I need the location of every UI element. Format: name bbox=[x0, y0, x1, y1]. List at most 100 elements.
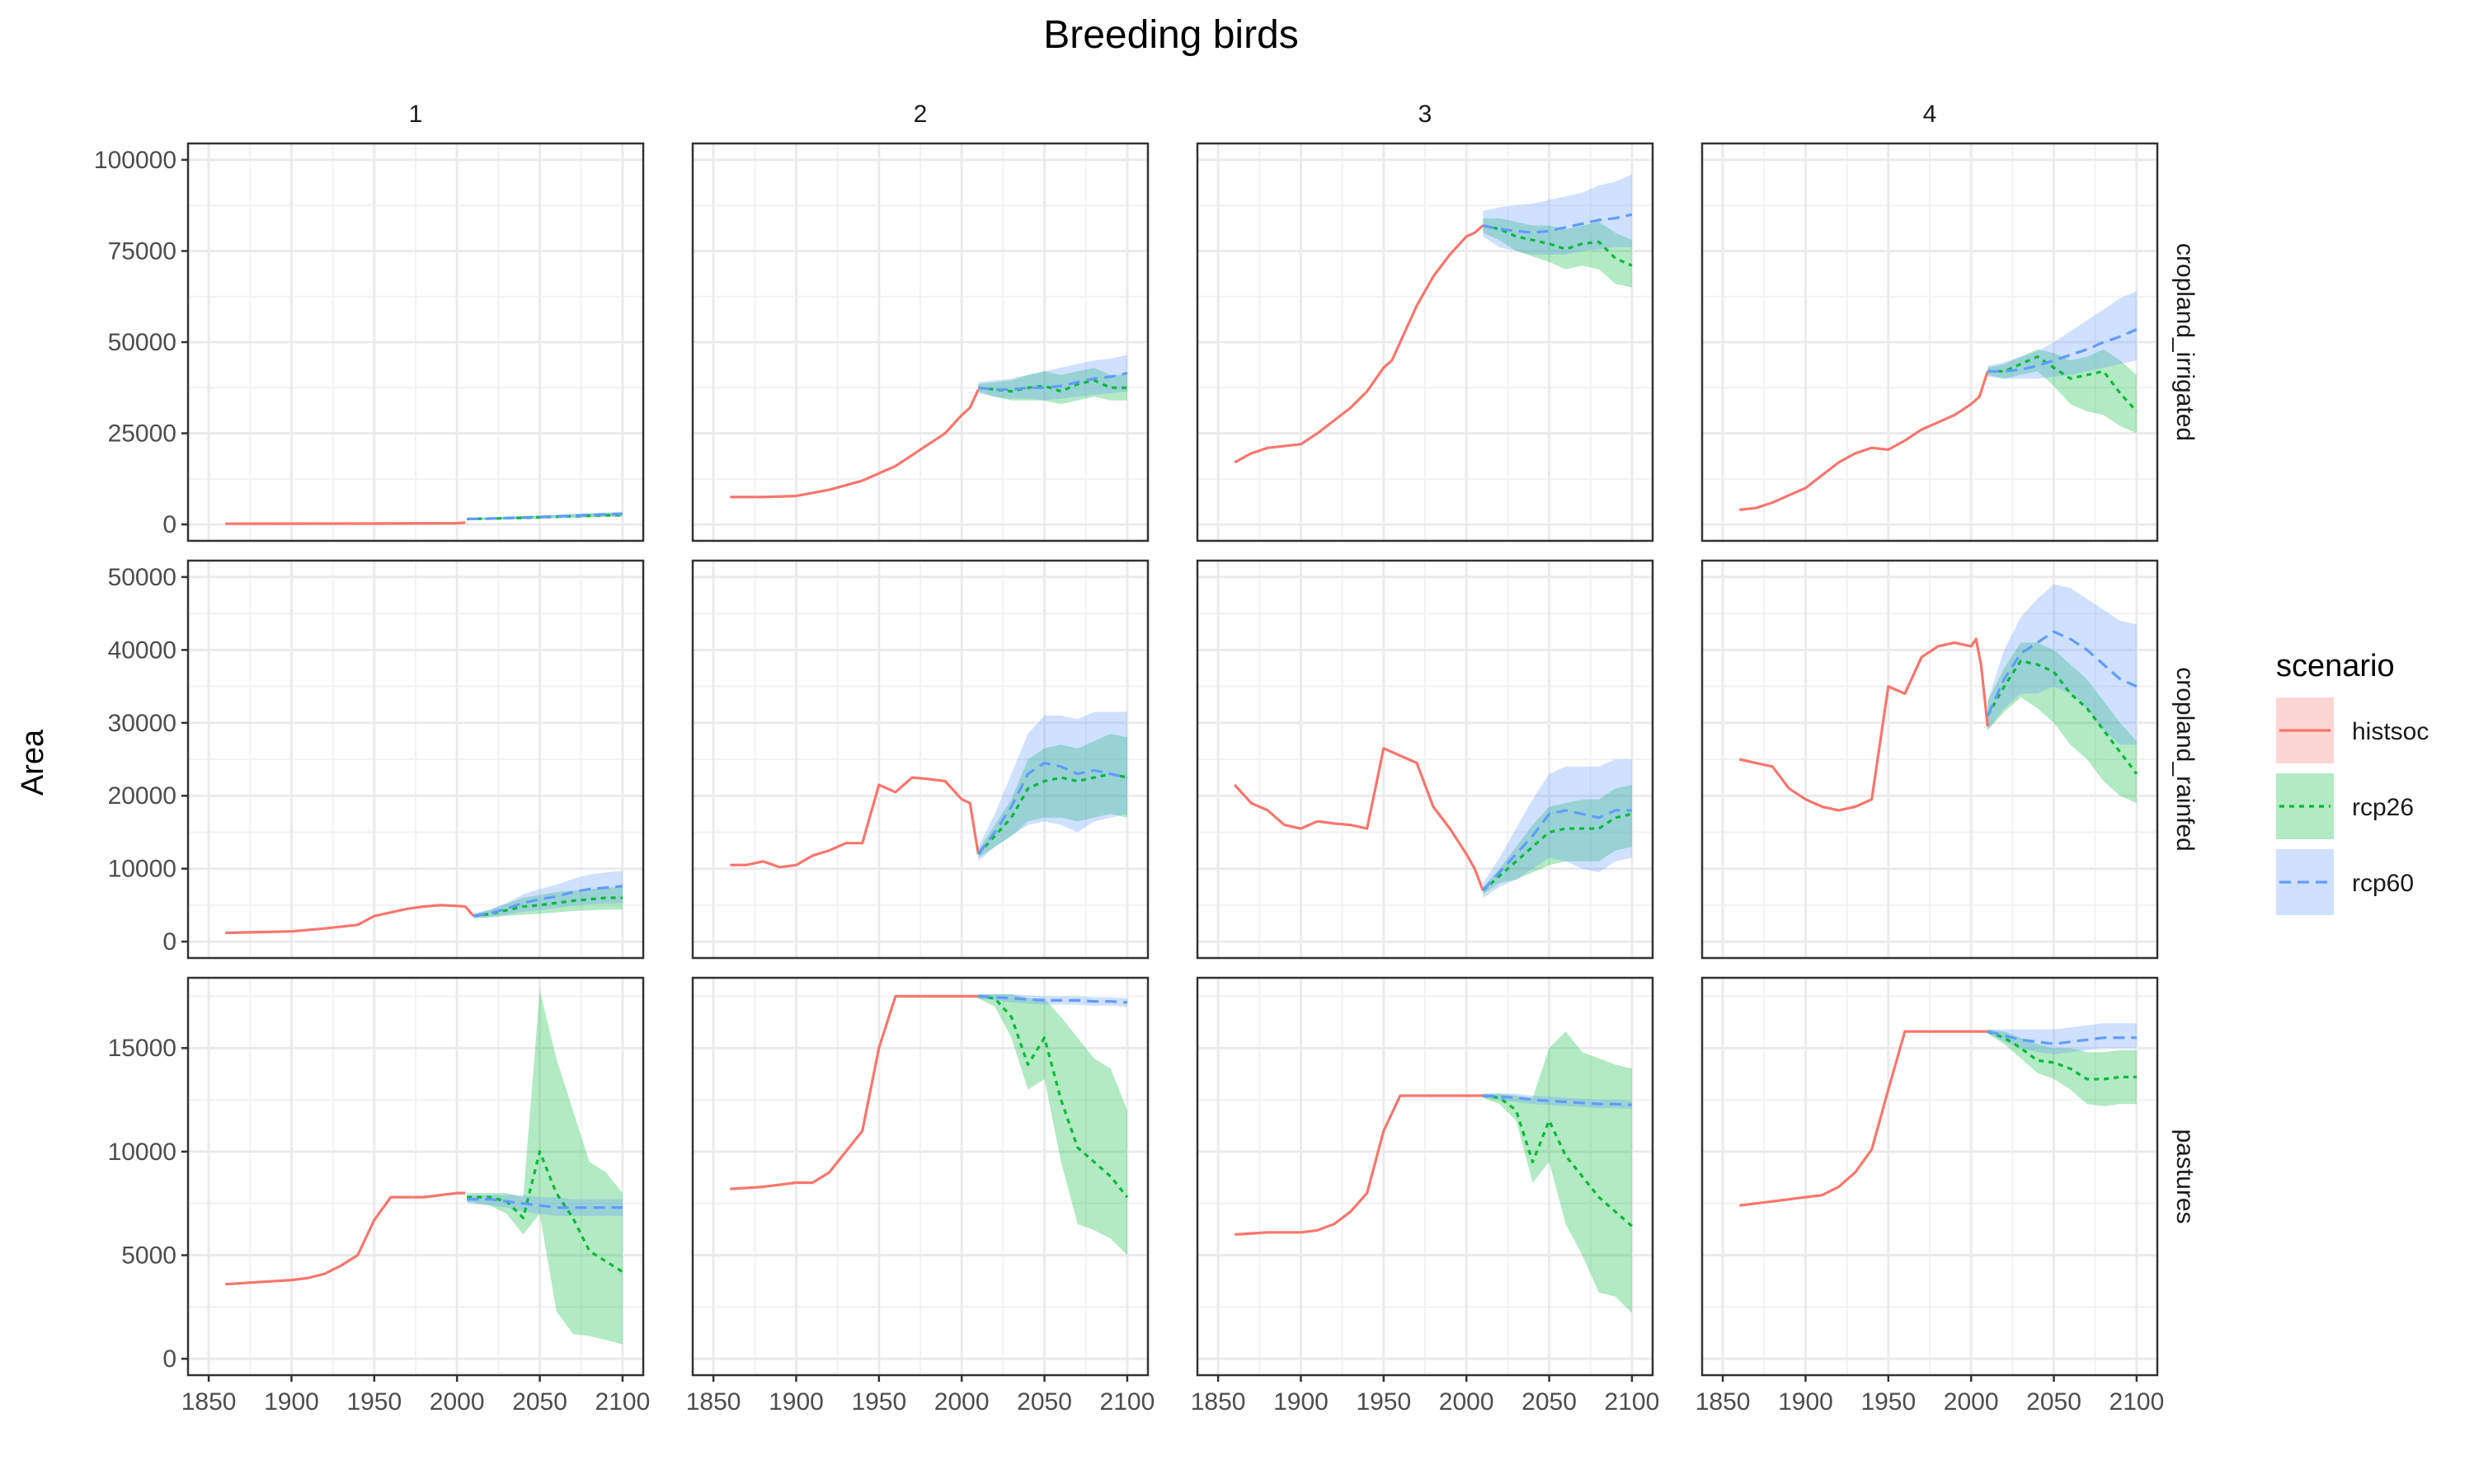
x-tick-label: 2050 bbox=[1522, 1388, 1577, 1416]
rcp26-ribbon bbox=[1987, 1029, 2137, 1106]
rcp26-line bbox=[1986, 660, 2138, 775]
rcp26-line bbox=[1483, 1094, 1633, 1228]
y-tick-label: 25000 bbox=[108, 420, 176, 448]
panel-cropland_rainfed-2 bbox=[691, 559, 1150, 960]
facet-panels: 0250005000075000100000010000200003000040… bbox=[94, 101, 2199, 1416]
x-tick-label: 1900 bbox=[264, 1388, 319, 1416]
y-tick-label: 5000 bbox=[121, 1242, 176, 1269]
panel-pastures-3: 1850 1900 1950 2000 2050 2100 bbox=[1191, 976, 1660, 1416]
rcp26-ribbon bbox=[1987, 349, 2137, 434]
rcp26-line bbox=[1987, 1030, 2137, 1081]
histsoc-line bbox=[1738, 637, 1989, 812]
histsoc-line bbox=[730, 388, 980, 499]
panel-border bbox=[691, 976, 1150, 1377]
rcp60-line bbox=[1986, 630, 2138, 716]
y-tick-label: 20000 bbox=[108, 782, 176, 810]
x-tick-label: 2050 bbox=[512, 1388, 567, 1416]
facet-column-label: 1 bbox=[409, 101, 423, 128]
x-tick-label: 1900 bbox=[1273, 1388, 1329, 1416]
panel-pastures-4: 1850 1900 1950 2000 2050 2100 bbox=[1696, 976, 2165, 1416]
rcp60-line bbox=[1482, 809, 1632, 892]
x-tick-label: 1950 bbox=[1356, 1388, 1411, 1416]
rcp60-line bbox=[1482, 213, 1633, 234]
histsoc-line bbox=[1739, 1030, 1988, 1207]
y-tick-label: 100000 bbox=[94, 147, 176, 174]
rcp60-ribbon bbox=[1987, 291, 2137, 379]
rcp60-line bbox=[1483, 1094, 1632, 1106]
panel-cropland_rainfed-4 bbox=[1700, 559, 2159, 960]
x-tick-label: 2000 bbox=[934, 1388, 990, 1416]
legend-swatch bbox=[2276, 773, 2334, 839]
legend-key-rcp60: rcp60 bbox=[2276, 849, 2414, 915]
rcp60-line bbox=[1987, 328, 2138, 373]
panel-border bbox=[1196, 559, 1654, 960]
rcp60-ribbon bbox=[1483, 174, 1632, 255]
panel-border bbox=[186, 559, 645, 960]
panel-cropland_irrigated-4 bbox=[1700, 142, 2159, 542]
x-tick-label: 1950 bbox=[1860, 1388, 1916, 1416]
legend-label: rcp26 bbox=[2352, 794, 2414, 821]
x-tick-label: 1850 bbox=[1696, 1388, 1751, 1416]
facet-column-label: 4 bbox=[1923, 101, 1937, 128]
rcp60-line bbox=[467, 512, 623, 521]
histsoc-line bbox=[1234, 747, 1484, 891]
rcp60-line bbox=[1987, 1030, 2137, 1045]
rcp26-ribbon bbox=[978, 734, 1127, 858]
x-tick-label: 1950 bbox=[851, 1388, 906, 1416]
x-tick-label: 1900 bbox=[1778, 1388, 1833, 1416]
facet-row-label: cropland_rainfed bbox=[2171, 667, 2199, 852]
y-tick-label: 30000 bbox=[108, 710, 176, 737]
y-tick-label: 10000 bbox=[108, 856, 176, 883]
histsoc-line bbox=[225, 1191, 466, 1286]
x-tick-label: 2000 bbox=[430, 1388, 485, 1416]
legend-label: histsoc bbox=[2352, 718, 2429, 745]
rcp26-ribbon bbox=[1483, 218, 1632, 288]
panel-border bbox=[186, 976, 645, 1377]
facet-row-label: pastures bbox=[2171, 1129, 2199, 1223]
x-tick-label: 1850 bbox=[1191, 1388, 1246, 1416]
rcp26-line bbox=[1482, 223, 1633, 267]
rcp60-line bbox=[977, 761, 1128, 855]
histsoc-line bbox=[1235, 1094, 1484, 1236]
y-axis-title: Area bbox=[16, 729, 50, 796]
x-tick-label: 1850 bbox=[686, 1388, 741, 1416]
histsoc-line bbox=[1739, 370, 1989, 511]
y-tick-label: 50000 bbox=[108, 564, 176, 591]
rcp26-line bbox=[467, 1150, 623, 1273]
facet-column-label: 2 bbox=[914, 101, 928, 128]
panel-cropland_irrigated-3 bbox=[1196, 142, 1654, 542]
panel-cropland_irrigated-1: 0 25000 50000 75000 100000 bbox=[94, 142, 645, 542]
chart-title: Breeding birds bbox=[1043, 13, 1299, 57]
x-tick-label: 2100 bbox=[2109, 1388, 2165, 1416]
x-tick-label: 2100 bbox=[1605, 1388, 1660, 1416]
rcp60-line bbox=[978, 994, 1127, 1004]
panel-border bbox=[1700, 142, 2159, 542]
rcp60-ribbon bbox=[1987, 1023, 2137, 1054]
histsoc-line bbox=[730, 776, 980, 869]
panel-border bbox=[691, 142, 1150, 542]
panel-cropland_irrigated-2 bbox=[691, 142, 1150, 542]
panel-cropland_rainfed-1: 0 10000 20000 30000 40000 50000 bbox=[108, 559, 645, 960]
rcp26-line bbox=[978, 994, 1129, 1199]
legend-label: rcp60 bbox=[2352, 870, 2414, 897]
x-tick-label: 2000 bbox=[1944, 1388, 1999, 1416]
rcp26-ribbon bbox=[473, 886, 623, 918]
rcp60-line bbox=[473, 885, 623, 918]
x-tick-label: 1900 bbox=[769, 1388, 824, 1416]
rcp26-line bbox=[1987, 355, 2138, 413]
rcp60-line bbox=[978, 372, 1128, 392]
y-tick-label: 0 bbox=[162, 511, 176, 538]
x-tick-label: 2050 bbox=[2026, 1388, 2081, 1416]
rcp26-ribbon bbox=[1483, 785, 1632, 895]
legend: scenario histsoc rcp26 rcp60 bbox=[2276, 649, 2429, 915]
x-tick-label: 2000 bbox=[1439, 1388, 1494, 1416]
rcp60-ribbon bbox=[1987, 584, 2137, 745]
panel-cropland_rainfed-3 bbox=[1196, 559, 1654, 960]
panel-border bbox=[1700, 976, 2159, 1377]
legend-title: scenario bbox=[2276, 649, 2395, 683]
rcp26-line bbox=[977, 773, 1128, 856]
y-tick-label: 50000 bbox=[108, 329, 176, 356]
histsoc-line bbox=[225, 521, 466, 525]
x-tick-label: 2100 bbox=[595, 1388, 651, 1416]
rcp60-ribbon bbox=[1483, 759, 1632, 898]
